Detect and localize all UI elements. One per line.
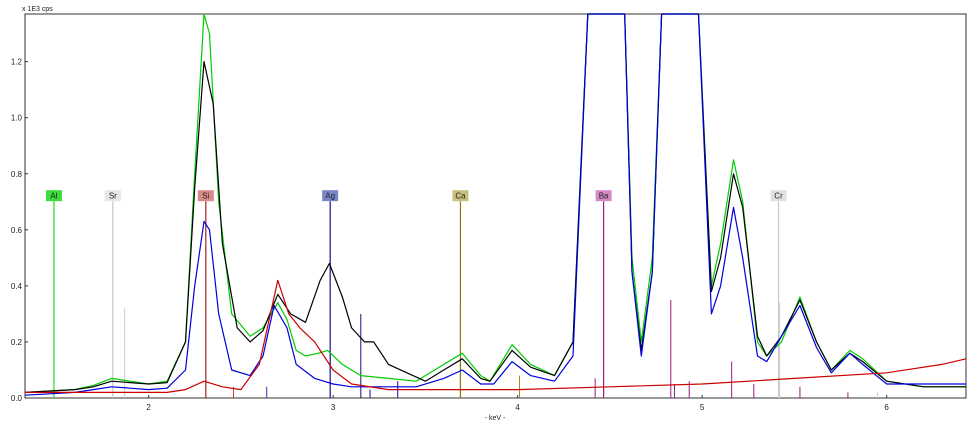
marker-label-text: Al	[50, 192, 57, 201]
marker-label-sr: Sr	[104, 190, 121, 202]
plot-area	[24, 13, 967, 399]
y-axis-ticks: 0.0 0.2 0.4 0.6 0.8 1.0 1.2	[11, 58, 28, 403]
marker-label-box	[197, 190, 214, 202]
marker-label-text: Sr	[109, 192, 117, 201]
spectrum-line-2	[24, 13, 966, 393]
element-marker-labels: Al Sr Si Ag Ca Ba Cr	[45, 190, 787, 202]
y-tick-label: 0.4	[11, 282, 23, 291]
x-axis-label: - keV -	[485, 415, 506, 422]
y-tick-label: 0.6	[11, 226, 23, 235]
marker-label-box	[104, 190, 121, 202]
marker-label-si: Si	[197, 190, 214, 202]
marker-label-box	[770, 190, 787, 202]
y-axis-unit-label: x 1E3 cps	[22, 6, 53, 13]
y-tick-label: 1.0	[11, 114, 23, 123]
marker-label-ba: Ba	[595, 190, 612, 202]
x-axis-ticks: 2 3 4 5 6	[146, 395, 889, 412]
x-tick-label: 3	[331, 403, 336, 412]
x-tick-label: 4	[515, 403, 520, 412]
x-tick-label: 2	[146, 403, 151, 412]
marker-label-text: Ba	[599, 192, 609, 201]
marker-label-ag: Ag	[322, 190, 339, 202]
spectrum-line-3	[24, 13, 966, 396]
y-tick-label: 1.2	[11, 58, 23, 67]
y-tick-label: 0.2	[11, 338, 23, 347]
marker-label-al: Al	[45, 190, 62, 202]
marker-label-text: Ca	[455, 192, 466, 201]
marker-label-box	[452, 190, 469, 202]
marker-label-box	[322, 190, 339, 202]
spectrum-line-4	[25, 279, 967, 393]
marker-label-text: Ag	[325, 192, 335, 201]
spectrum-series	[24, 13, 967, 396]
y-tick-label: 0.0	[11, 394, 23, 403]
y-tick-label: 0.8	[11, 170, 23, 179]
marker-label-box	[595, 190, 612, 202]
marker-label-cr: Cr	[770, 190, 787, 202]
marker-label-box	[45, 190, 62, 202]
marker-label-text: Si	[202, 192, 209, 201]
marker-label-text: Cr	[774, 192, 783, 201]
x-tick-label: 5	[700, 403, 705, 412]
marker-label-ca: Ca	[452, 190, 469, 202]
x-tick-label: 6	[884, 403, 889, 412]
